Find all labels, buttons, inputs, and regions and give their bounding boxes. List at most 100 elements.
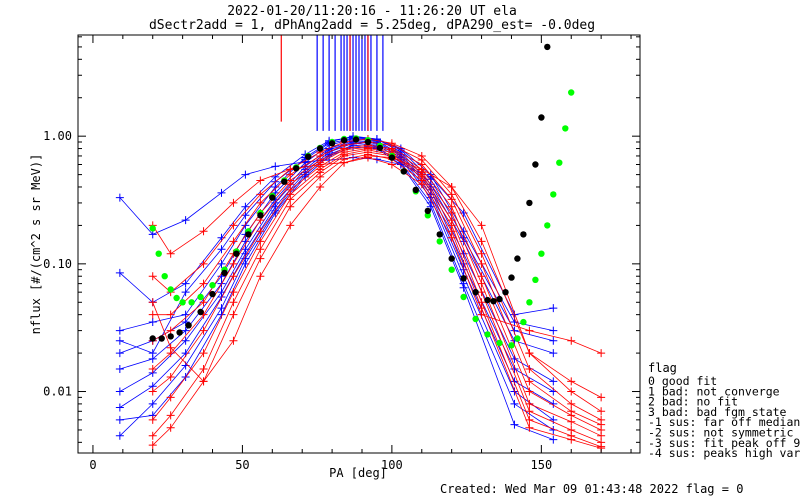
series-red (148, 135, 606, 453)
red-line-3 (152, 144, 602, 426)
black-dot-33 (508, 274, 515, 281)
red-point-5-2 (199, 326, 208, 335)
red-point-6-3 (229, 288, 238, 297)
x-tick-label-2: 100 (381, 458, 403, 472)
blue-point-9-1 (148, 349, 157, 358)
green-dot-36 (526, 299, 533, 306)
red-point-6-13 (525, 407, 534, 416)
blue-point-7-13 (510, 399, 519, 408)
red-point-9-7 (340, 158, 349, 167)
blue-point-5-2 (181, 336, 190, 345)
red-point-8-0 (148, 441, 157, 450)
black-dot-29 (484, 296, 491, 304)
blue-point-0-14 (549, 304, 558, 313)
blue-point-3-0 (115, 349, 124, 358)
green-dot-29 (460, 293, 467, 301)
black-dot-25 (436, 231, 443, 238)
red-point-2-12 (477, 249, 486, 258)
blue-line-0 (119, 157, 554, 316)
x-tick-label-0: 0 (89, 458, 96, 472)
black-dot-12 (281, 178, 288, 185)
red-point-8-3 (229, 310, 238, 319)
red-point-1-14 (567, 387, 576, 396)
red-line-4 (152, 146, 602, 431)
black-dot-15 (316, 145, 324, 152)
blue-point-3-14 (549, 377, 558, 386)
black-dot-6 (209, 290, 216, 298)
blue-point-2-14 (549, 349, 558, 358)
red-point-3-12 (477, 259, 486, 268)
black-dot-5 (197, 308, 204, 316)
blue-point-2-0 (115, 326, 124, 335)
blue-point-6-13 (510, 387, 519, 396)
blue-point-0-2 (181, 216, 190, 225)
red-point-1-15 (597, 407, 606, 416)
x-axis: 0 50 100 150 (89, 35, 632, 472)
blue-point-9-9 (372, 135, 381, 144)
blue-point-9-11 (426, 175, 435, 184)
blue-point-8-11 (426, 202, 435, 211)
blue-point-8-6 (301, 172, 310, 181)
red-point-0-14 (567, 377, 576, 386)
green-dot-42 (562, 125, 569, 132)
blue-point-7-0 (115, 431, 124, 440)
blue-point-0-5 (271, 162, 280, 171)
red-point-9-11 (447, 233, 456, 242)
blue-point-8-0 (115, 415, 124, 424)
black-dot-2 (167, 333, 174, 340)
black-dot-3 (176, 329, 183, 336)
red-point-8-6 (316, 172, 325, 181)
black-dot-26 (448, 255, 455, 262)
black-dot-10 (257, 212, 264, 219)
red-point-8-4 (256, 254, 265, 263)
red-point-2-13 (525, 365, 534, 374)
red-point-1-13 (525, 349, 534, 358)
legend-entry-0: 0 good fit (648, 374, 717, 388)
green-dot-8 (209, 282, 216, 289)
blue-point-0-3 (217, 188, 226, 197)
red-point-6-4 (256, 237, 265, 246)
red-point-5-12 (477, 279, 486, 288)
red-point-8-1 (166, 423, 175, 432)
green-dot-28 (448, 266, 455, 273)
blue-line-5 (119, 141, 554, 405)
blue-point-7-1 (148, 399, 157, 408)
black-dot-38 (538, 114, 545, 121)
red-point-5-14 (567, 417, 576, 426)
green-dot-34 (514, 335, 521, 342)
green-dot-6 (188, 299, 195, 306)
red-point-9-15 (597, 349, 606, 358)
red-point-2-4 (256, 198, 265, 207)
red-point-4-0 (148, 365, 157, 374)
blue-point-9-14 (549, 336, 558, 345)
black-dot-34 (514, 255, 521, 262)
blue-point-1-2 (181, 279, 190, 288)
red-point-1-11 (447, 182, 456, 191)
red-point-3-11 (447, 195, 456, 204)
black-dot-0 (149, 335, 156, 342)
red-point-7-4 (256, 245, 265, 254)
green-dot-39 (544, 222, 551, 229)
green-dot-41 (556, 159, 563, 166)
black-dot-21 (388, 154, 396, 161)
blue-point-2-1 (148, 318, 157, 327)
red-point-6-1 (166, 393, 175, 402)
green-dot-7 (197, 293, 204, 301)
black-dot-1 (158, 335, 165, 342)
blue-line-3 (119, 138, 554, 382)
black-dot-23 (412, 186, 419, 193)
red-line-9 (152, 157, 602, 383)
red-point-7-1 (166, 411, 175, 420)
blue-point-9-4 (241, 211, 250, 220)
black-dot-8 (233, 250, 240, 257)
x-tick-label-1: 50 (235, 458, 249, 472)
red-point-8-5 (286, 202, 295, 211)
red-point-9-9 (387, 160, 396, 169)
y-tick-label-2: 1.00 (43, 129, 72, 143)
red-point-6-12 (477, 288, 486, 297)
green-dot-5 (179, 299, 186, 306)
blue-point-5-0 (115, 387, 124, 396)
legend-entry-6: -3 sus: fit peak off 90 (648, 436, 800, 450)
footer-created: Created: Wed Mar 09 01:43:48 2022 flag =… (440, 482, 743, 496)
